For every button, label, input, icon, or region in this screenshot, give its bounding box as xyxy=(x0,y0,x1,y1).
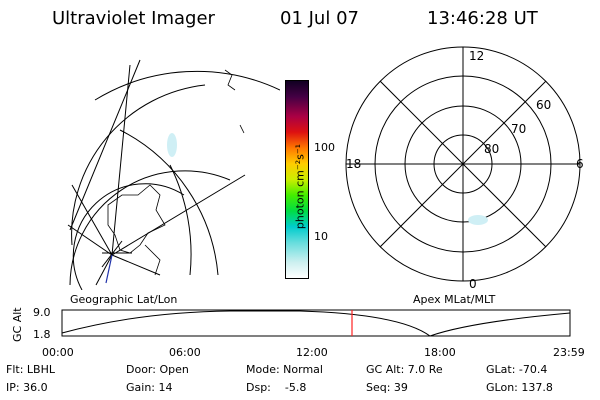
coastline xyxy=(144,244,161,276)
geo-meridian xyxy=(111,64,131,256)
altitude-timeline: GC Alt 9.0 1.8 00:00 06:00 12:00 18:00 2… xyxy=(11,306,585,359)
geographic-map xyxy=(67,59,280,290)
aurora-emission xyxy=(167,133,177,157)
time-label: 13:46:28 UT xyxy=(427,8,538,29)
gc-alt-info: GC Alt: 7.0 Re xyxy=(366,363,443,376)
filter-info: Flt: LBHL xyxy=(6,363,55,376)
glat-info: GLat: -70.4 xyxy=(486,363,548,376)
polar-plot-label: Apex MLat/MLT xyxy=(413,293,496,306)
altitude-tick-9: 9.0 xyxy=(33,306,51,319)
altitude-curve xyxy=(61,310,571,337)
mode-info: Mode: Normal xyxy=(246,363,323,376)
geo-meridian xyxy=(69,59,141,231)
geo-lat-circle xyxy=(72,183,185,290)
polar-diagonal xyxy=(379,80,547,248)
altitude-axis-label: GC Alt xyxy=(11,307,24,342)
coastline xyxy=(239,124,245,134)
dsp-info: Dsp: -5.8 xyxy=(246,381,307,394)
time-tick-0000: 00:00 xyxy=(42,346,74,359)
altitude-plot-frame xyxy=(61,309,571,337)
geo-meridian xyxy=(95,254,113,286)
mlt-label-0: 0 xyxy=(469,277,477,290)
geo-meridian xyxy=(111,174,246,256)
geo-plot-label: Geographic Lat/Lon xyxy=(70,293,178,306)
color-scale-bar xyxy=(285,80,309,279)
geo-lat-circle xyxy=(119,129,219,276)
mlt-label-18: 18 xyxy=(346,157,361,171)
footprint-track xyxy=(105,254,113,284)
geo-lat-circle xyxy=(69,170,231,286)
colorbar-tick-10: 10 xyxy=(314,230,328,243)
coastline xyxy=(107,184,166,254)
gain-info: Gain: 14 xyxy=(126,381,173,394)
time-tick-0600: 06:00 xyxy=(169,346,201,359)
colorbar-unit-label: photon cm⁻²s⁻¹ xyxy=(293,143,307,230)
time-tick-2359: 23:59 xyxy=(553,346,585,359)
altitude-tick-1-8: 1.8 xyxy=(33,328,51,341)
door-info: Door: Open xyxy=(126,363,189,376)
geo-lat-circle xyxy=(169,164,192,276)
colorbar-tick-100: 100 xyxy=(314,141,335,154)
polar-plot: 12 18 6 0 60 70 80 xyxy=(345,46,584,290)
glon-info: GLon: 137.8 xyxy=(486,381,553,394)
ip-info: IP: 36.0 xyxy=(6,381,48,394)
geo-meridian xyxy=(67,224,113,256)
coastline xyxy=(224,69,236,91)
geo-lat-circle xyxy=(71,84,206,246)
mlt-label-6: 6 xyxy=(576,157,584,171)
geo-meridian xyxy=(71,184,113,256)
geo-meridian xyxy=(111,254,161,276)
time-tick-1800: 18:00 xyxy=(424,346,456,359)
lat-label-70: 70 xyxy=(511,122,526,136)
seq-info: Seq: 39 xyxy=(366,381,408,394)
geo-pole-line xyxy=(101,240,123,268)
date-label: 01 Jul 07 xyxy=(280,8,359,29)
aurora-emission-polar xyxy=(468,215,488,225)
time-tick-1200: 12:00 xyxy=(296,346,328,359)
lat-label-80: 80 xyxy=(484,142,499,156)
mlt-label-12: 12 xyxy=(469,49,484,63)
lat-label-60: 60 xyxy=(536,98,551,112)
geo-lat-circle xyxy=(94,70,280,101)
instrument-title: Ultraviolet Imager xyxy=(52,8,215,29)
